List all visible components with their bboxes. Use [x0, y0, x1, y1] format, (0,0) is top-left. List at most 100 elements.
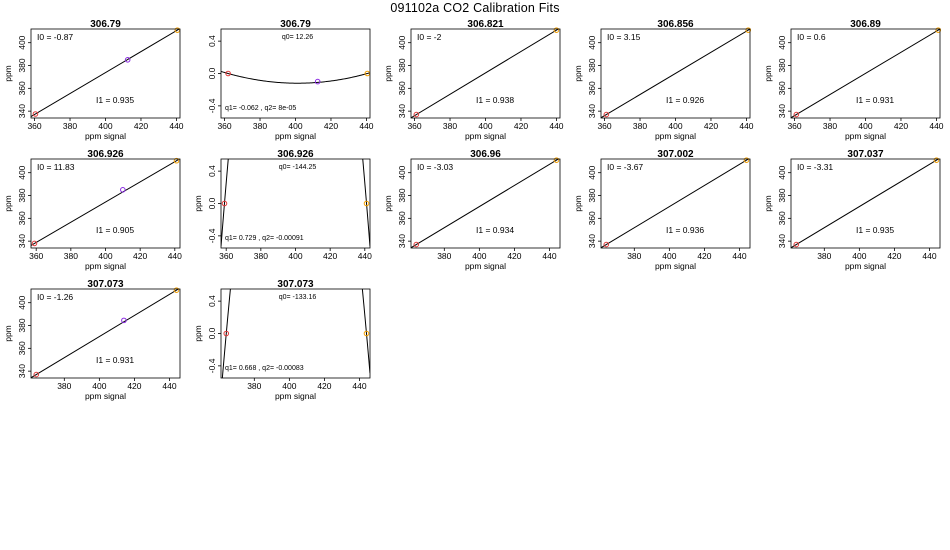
x-axis-label: ppm signal	[85, 261, 126, 271]
x-tick-label: 380	[437, 251, 451, 261]
x-tick-label: 380	[63, 121, 77, 131]
panel-title: 307.037	[847, 149, 884, 160]
plot-frame	[600, 158, 751, 249]
x-tick-label: 360	[597, 121, 611, 131]
plot-area	[221, 289, 370, 378]
y-tick-label: -0.4	[207, 358, 217, 373]
plot-panel-2: 306.79 360 380 400 420 440 -0.4 0.0 0.4 ppm signa…	[207, 19, 374, 141]
x-tick-label: 400	[668, 121, 682, 131]
fit-line	[411, 29, 560, 118]
x-axis-label: ppm signal	[275, 131, 316, 141]
y-tick-label: 400	[777, 165, 787, 179]
data-point	[745, 27, 752, 33]
x-tick-label: 380	[627, 251, 641, 261]
y-tick-label: 380	[777, 188, 787, 202]
data-point	[553, 157, 560, 163]
data-point	[223, 330, 230, 337]
x-tick-label: 420	[323, 251, 337, 261]
y-tick-label: 360	[587, 211, 597, 225]
panel-title: 306.79	[90, 19, 121, 30]
plot-area	[31, 289, 180, 378]
y-axis-label: ppm	[3, 65, 13, 82]
fit-line	[31, 289, 180, 378]
data-point	[33, 371, 40, 378]
x-tick-label: 380	[254, 251, 268, 261]
y-tick-label: 360	[17, 81, 27, 95]
q0-annotation: q0= -133.16	[279, 294, 317, 301]
intercept-annotation: I0 = -2	[417, 32, 442, 42]
x-tick-label: 360	[29, 251, 43, 261]
data-point	[314, 78, 321, 85]
x-tick-label: 380	[64, 251, 78, 261]
data-point	[173, 287, 180, 293]
y-tick-label: 340	[587, 234, 597, 248]
x-tick-label: 440	[169, 121, 183, 131]
data-point	[933, 157, 940, 163]
x-tick-label: 440	[162, 381, 176, 391]
data-point	[413, 241, 420, 248]
x-tick-label: 380	[823, 121, 837, 131]
x-tick-label: 400	[288, 121, 302, 131]
panel-title: 307.002	[657, 149, 694, 160]
y-tick-label: 380	[397, 58, 407, 72]
y-axis-label: ppm	[3, 195, 13, 212]
y-tick-label: 400	[17, 35, 27, 49]
y-tick-label: 360	[17, 341, 27, 355]
intercept-annotation: I0 = -3.31	[797, 162, 833, 172]
y-tick-label: 360	[777, 81, 787, 95]
fit-line	[791, 29, 940, 118]
x-tick-label: 440	[542, 251, 556, 261]
data-point	[603, 241, 610, 248]
data-point	[221, 200, 228, 207]
y-tick-label: 400	[587, 35, 597, 49]
fit-line	[791, 159, 940, 248]
y-tick-label: 400	[397, 35, 407, 49]
panel-title: 306.79	[280, 19, 311, 30]
q1-q2-annotation: q1= -0.062 , q2= 8e-05	[225, 105, 296, 112]
y-tick-label: 340	[397, 104, 407, 118]
x-axis-label: ppm signal	[465, 261, 506, 271]
y-axis-label: ppm	[383, 195, 393, 212]
data-point	[413, 111, 420, 118]
x-tick-label: 420	[324, 121, 338, 131]
x-tick-label: 400	[92, 381, 106, 391]
plot-area	[791, 159, 940, 248]
plot-area	[31, 29, 180, 118]
plot-area	[601, 29, 750, 118]
x-tick-label: 380	[817, 251, 831, 261]
x-tick-label: 420	[887, 251, 901, 261]
plot-frame	[790, 158, 941, 249]
data-point	[173, 157, 180, 164]
y-tick-label: 340	[17, 364, 27, 378]
x-axis-label: ppm signal	[655, 131, 696, 141]
y-tick-label: 340	[17, 104, 27, 118]
y-tick-label: 380	[777, 58, 787, 72]
x-tick-label: 420	[704, 121, 718, 131]
intercept-annotation: I0 = -0.87	[37, 32, 73, 42]
x-tick-label: 420	[134, 121, 148, 131]
y-tick-label: 380	[397, 188, 407, 202]
x-axis-label: ppm signal	[275, 391, 316, 401]
x-tick-label: 420	[697, 251, 711, 261]
x-tick-label: 360	[219, 251, 233, 261]
panel-title: 306.89	[850, 19, 881, 30]
y-tick-label: 340	[777, 104, 787, 118]
x-tick-label: 400	[288, 251, 302, 261]
x-tick-label: 440	[168, 251, 182, 261]
x-tick-label: 400	[858, 121, 872, 131]
x-tick-label: 400	[662, 251, 676, 261]
data-point	[120, 187, 126, 193]
y-tick-label: 0.0	[207, 67, 217, 79]
y-axis-label: ppm	[3, 325, 13, 342]
x-tick-label: 420	[127, 381, 141, 391]
x-axis-label: ppm signal	[85, 391, 126, 401]
x-axis-label: ppm signal	[85, 131, 126, 141]
data-point	[363, 330, 370, 337]
x-tick-label: 440	[549, 121, 563, 131]
